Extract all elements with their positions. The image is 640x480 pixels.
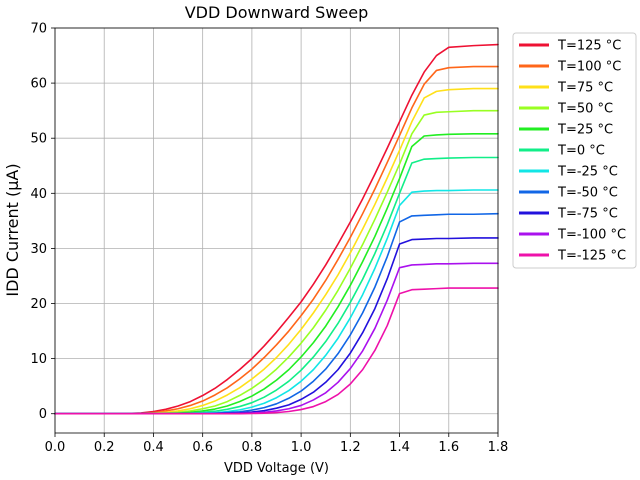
legend-label-3: T=50 °C [557, 102, 613, 117]
legend-label-6: T=-25 °C [557, 165, 618, 180]
x-tick-label: 1.0 [291, 440, 312, 455]
x-tick-label: 0.6 [192, 440, 213, 455]
plot-frame [54, 27, 499, 434]
y-axis-ticks: 0 10 20 30 40 50 60 70 [30, 22, 55, 422]
x-tick-label: 0.0 [45, 440, 66, 455]
x-axis-ticks: 0.0 0.2 0.4 0.6 0.8 1.0 1.2 1.4 1.6 1.8 [45, 433, 509, 455]
x-tick-label: 1.6 [438, 440, 459, 455]
series-line-0 [54, 43, 499, 415]
legend-label-5: T=0 °C [557, 144, 605, 159]
legend-label-4: T=25 °C [557, 123, 613, 138]
y-tick-label: 30 [30, 242, 47, 257]
legend: T=125 °C T=100 °C T=75 °C T=50 °C T=25 °C T=0… [512, 32, 637, 269]
legend-label-10: T=-125 °C [557, 249, 626, 264]
y-tick-label: 40 [30, 187, 47, 202]
legend-label-2: T=75 °C [557, 81, 613, 96]
x-tick-label: 1.8 [488, 440, 509, 455]
x-tick-label: 1.4 [389, 440, 410, 455]
x-axis-label: VDD Voltage (V) [224, 461, 329, 476]
legend-label-7: T=-50 °C [557, 186, 618, 201]
legend-label-0: T=125 °C [557, 39, 621, 54]
series-layer [54, 43, 499, 415]
x-tick-label: 0.2 [94, 440, 115, 455]
y-tick-label: 20 [30, 297, 47, 312]
legend-label-1: T=100 °C [557, 60, 621, 75]
legend-label-8: T=-75 °C [557, 207, 618, 222]
x-tick-label: 0.8 [242, 440, 263, 455]
legend-label-9: T=-100 °C [557, 228, 626, 243]
x-tick-label: 1.2 [340, 440, 361, 455]
x-tick-label: 0.4 [143, 440, 164, 455]
legend-box [512, 32, 637, 269]
series-line-10 [54, 287, 499, 415]
y-tick-label: 10 [30, 352, 47, 367]
y-axis-label: IDD Current (μA) [3, 163, 22, 296]
y-tick-label: 60 [30, 77, 47, 92]
chart-title: VDD Downward Sweep [185, 3, 369, 22]
y-tick-label: 70 [30, 22, 47, 37]
y-tick-label: 0 [39, 407, 47, 422]
y-tick-label: 50 [30, 132, 47, 147]
